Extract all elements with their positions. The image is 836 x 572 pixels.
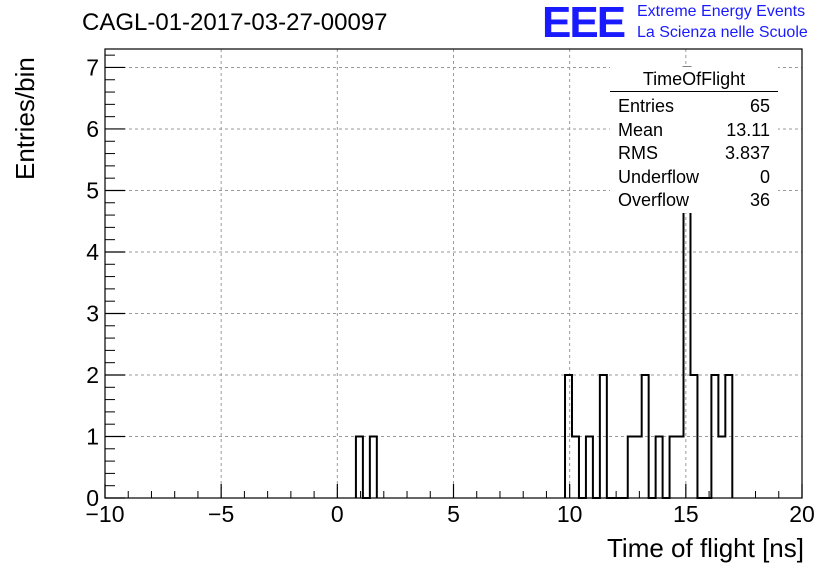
- stats-title: TimeOfFlight: [610, 67, 778, 92]
- y-tick-label: 3: [86, 300, 99, 326]
- x-tick-label: 20: [789, 501, 815, 527]
- x-tick-label: 0: [331, 501, 344, 527]
- stats-row-entries: Entries 65: [610, 95, 778, 119]
- stats-label: Underflow: [618, 166, 700, 187]
- y-tick-label: 5: [86, 177, 99, 203]
- y-tick-label: 4: [86, 239, 99, 265]
- y-tick-label: 7: [86, 54, 99, 80]
- stats-row-rms: RMS 3.837: [610, 142, 778, 166]
- logo-tagline-1: Extreme Energy Events: [637, 3, 806, 20]
- y-tick-label: 0: [86, 485, 99, 511]
- x-tick-label: 15: [673, 501, 699, 527]
- stats-value: 13.11: [726, 119, 770, 140]
- x-tick-label: 5: [447, 501, 460, 527]
- y-tick-label: 6: [86, 116, 99, 142]
- y-tick-label: 1: [86, 423, 99, 449]
- x-axis-label: Time of flight [ns]: [607, 533, 804, 563]
- histogram-step: [354, 435, 378, 499]
- tick-labels: −10 −5 0 5 10 15 20 0 1 2 3 4 5 6 7: [85, 54, 814, 527]
- logo-tagline-2: La Scienza nelle Scuole: [637, 24, 808, 41]
- run-title: CAGL-01-2017-03-27-00097: [82, 9, 388, 36]
- stats-value: 0: [759, 166, 770, 187]
- stats-value: 3.837: [724, 143, 770, 163]
- stats-row-overflow: Overflow 36: [610, 189, 778, 213]
- stats-label: Entries: [618, 96, 675, 116]
- stats-value: 65: [749, 96, 770, 116]
- stats-label: RMS: [618, 143, 658, 163]
- y-axis-label: Entries/bin: [10, 57, 40, 180]
- axis-ticks: [104, 54, 803, 499]
- stats-value: 36: [749, 190, 770, 210]
- grid-lines: [105, 49, 802, 498]
- x-tick-label: −5: [208, 501, 234, 527]
- stats-label: Overflow: [618, 190, 690, 210]
- stats-box: TimeOfFlight Entries 65 Mean 13.11 RMS 3…: [610, 67, 778, 213]
- stats-row-underflow: Underflow 0: [610, 166, 778, 190]
- stats-label: Mean: [618, 119, 664, 140]
- y-tick-label: 2: [86, 362, 99, 388]
- eee-logo: EEE: [542, 0, 626, 47]
- stats-row-mean: Mean 13.11: [610, 119, 778, 143]
- x-tick-label: −10: [85, 501, 124, 527]
- x-tick-label: 10: [557, 501, 583, 527]
